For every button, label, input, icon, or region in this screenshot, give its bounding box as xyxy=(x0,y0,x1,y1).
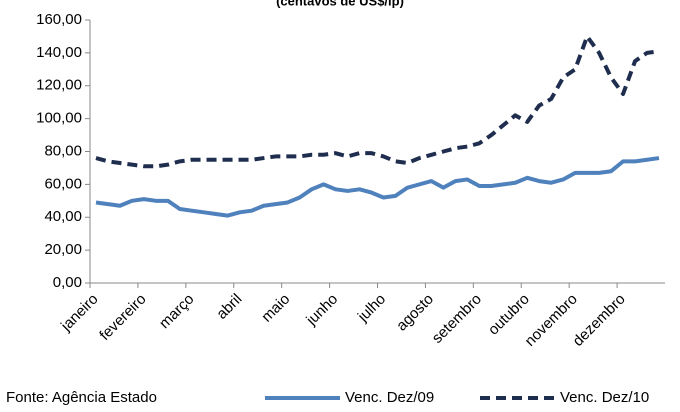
x-tick-label: outubro xyxy=(485,291,533,339)
y-tick-label: 0,00 xyxy=(53,274,82,291)
legend-label: Venc. Dez/09 xyxy=(345,389,434,406)
source-note: Fonte: Agência Estado xyxy=(6,389,157,406)
x-tick-label: setembro xyxy=(429,291,485,347)
x-tick-label: abril xyxy=(213,291,245,323)
y-tick-label: 160,00 xyxy=(36,11,82,28)
y-tick-label: 120,00 xyxy=(36,77,82,94)
series-line xyxy=(95,34,660,169)
x-tick-label: maio xyxy=(258,291,293,326)
x-tick-label: dezembro xyxy=(570,291,629,350)
x-tick-label: fevereiro xyxy=(96,291,149,344)
x-tick-label: agosto xyxy=(393,291,437,335)
y-tick-label: 60,00 xyxy=(44,175,82,192)
y-tick-label: 40,00 xyxy=(44,208,82,225)
legend-label: Venc. Dez/10 xyxy=(560,389,649,406)
y-tick-label: 100,00 xyxy=(36,110,82,127)
x-tick-label: janeiro xyxy=(57,291,102,336)
x-tick-label: março xyxy=(156,291,197,332)
y-tick-label: 20,00 xyxy=(44,241,82,258)
chart-title: (centavos de US$/lp) xyxy=(276,0,404,8)
series-line xyxy=(95,156,660,218)
x-tick-label: julho xyxy=(354,291,389,326)
y-tick-label: 80,00 xyxy=(44,142,82,159)
x-tick-label: junho xyxy=(303,291,342,330)
y-tick-label: 140,00 xyxy=(36,44,82,61)
